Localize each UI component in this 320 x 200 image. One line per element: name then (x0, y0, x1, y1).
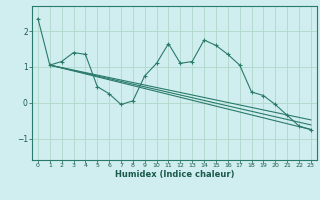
X-axis label: Humidex (Indice chaleur): Humidex (Indice chaleur) (115, 170, 234, 179)
